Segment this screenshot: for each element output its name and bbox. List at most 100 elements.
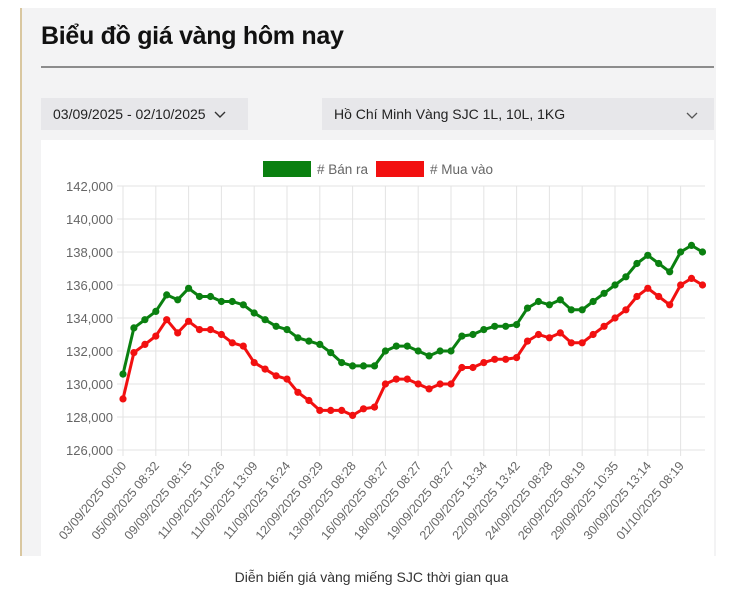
data-point [163,291,171,299]
y-tick-label: 138,000 [66,245,113,260]
data-point [436,347,444,355]
data-point [239,342,247,350]
chart-series [119,241,707,419]
data-point [698,248,707,256]
data-point [338,359,346,367]
data-point [272,372,280,380]
date-range-select[interactable]: 03/09/2025 - 02/10/2025 [41,98,248,130]
data-point [359,362,368,370]
data-point [611,314,619,322]
y-tick-label: 136,000 [66,278,113,293]
data-point [589,330,597,339]
data-point [250,309,258,317]
data-point [523,337,532,345]
legend-item[interactable]: # Mua vào [376,161,493,177]
data-point [687,274,696,282]
data-point [633,292,641,301]
data-point [589,297,597,306]
data-point [327,406,335,414]
chevron-down-icon [214,106,226,122]
y-tick-label: 140,000 [66,212,113,227]
chevron-down-icon [686,107,698,123]
data-point [316,406,324,414]
data-point [349,411,357,419]
data-point [436,380,444,388]
data-point [447,347,455,355]
location-product-value: Hồ Chí Minh Vàng SJC 1L, 10L, 1KG [334,106,566,122]
data-point [283,326,291,334]
y-axis: 126,000 128,000 130,000 132,000 134,000 136,0… [66,179,113,458]
accent-border [20,8,22,556]
data-point [141,316,149,324]
data-point [206,326,215,334]
data-point [414,347,422,355]
legend-item[interactable]: # Bán ra [263,161,369,177]
y-tick-label: 130,000 [66,377,113,392]
data-point [491,322,499,330]
y-tick-label: 126,000 [66,443,113,458]
data-point [502,322,510,330]
data-point [534,330,543,339]
data-point [152,332,160,340]
data-point [206,292,215,301]
data-point [644,251,652,259]
data-point [666,268,674,276]
data-point [491,355,499,363]
data-point [381,380,389,388]
data-point [338,406,346,414]
data-point [294,334,302,342]
data-point [130,349,138,357]
data-point [622,306,630,314]
data-point [316,340,324,348]
series-ban-ra [119,241,707,378]
data-point [600,289,608,297]
data-point [261,365,269,373]
data-point [567,339,575,347]
data-point [185,317,193,325]
line-chart: 126,000 128,000 130,000 132,000 134,000 136,0… [56,161,707,542]
data-point [239,301,247,309]
data-point [152,307,160,315]
legend-label: # Mua vào [430,162,493,177]
y-tick-label: 142,000 [66,179,113,194]
data-point [556,296,564,304]
data-point [174,296,182,304]
data-point [327,349,335,357]
data-point [469,330,477,339]
data-point [677,281,685,289]
data-point [403,375,411,383]
data-point [655,259,663,268]
data-point [414,380,422,388]
data-point [698,281,707,289]
data-point [458,332,466,340]
data-point [469,363,477,372]
data-point [480,326,488,334]
data-point [513,321,521,329]
data-point [217,330,225,339]
data-point [392,375,400,383]
data-point [174,329,182,337]
data-point [513,354,521,362]
chart-legend: # Bán ra # Mua vào [263,161,493,177]
data-point [523,304,532,312]
data-point [130,324,138,332]
data-point [545,334,553,342]
data-point [185,284,193,292]
data-point [655,292,663,301]
data-point [545,301,553,309]
data-point [666,301,674,309]
data-point [578,306,586,314]
y-tick-label: 132,000 [66,344,113,359]
data-point [633,259,641,268]
data-point [217,297,225,306]
data-point [119,395,127,403]
data-point [294,388,302,396]
data-point [687,241,696,249]
data-point [305,396,313,405]
data-point [305,337,313,345]
y-tick-label: 134,000 [66,311,113,326]
data-point [567,306,575,314]
chart-grid [117,185,705,456]
data-point [283,375,291,383]
location-product-select[interactable]: Hồ Chí Minh Vàng SJC 1L, 10L, 1KG [322,98,714,130]
